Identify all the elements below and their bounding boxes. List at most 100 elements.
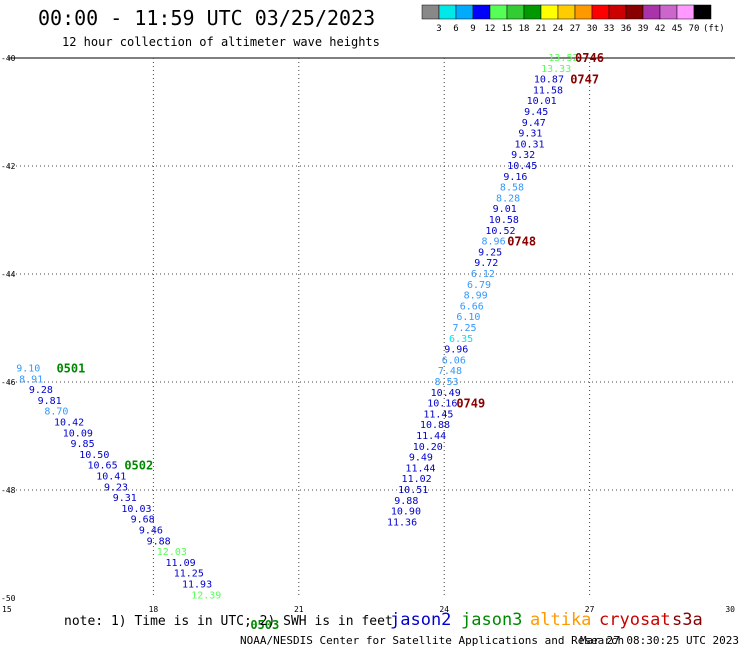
wave-height-point: 9.16 <box>503 172 527 183</box>
wave-height-point: 11.44 <box>416 431 446 442</box>
wave-height-point: 9.10 <box>16 364 40 375</box>
wave-height-point: 10.87 <box>534 75 564 86</box>
wave-height-point: 8.53 <box>435 377 459 388</box>
footer-note: note: 1) Time is in UTC; 2) SWH is in fe… <box>64 614 393 629</box>
color-scale-unit: (ft) <box>703 24 725 34</box>
pass-time-label: 0746 <box>575 51 604 65</box>
wave-height-point: 11.36 <box>387 517 417 528</box>
color-scale-swatch <box>523 4 542 20</box>
legend-altika: altika <box>530 610 591 630</box>
color-scale-swatch <box>540 4 559 20</box>
wave-height-point: 6.66 <box>460 301 484 312</box>
x-tick-label: 30 <box>725 605 735 614</box>
wave-height-point: 11.45 <box>423 409 453 420</box>
wave-height-point: 9.45 <box>524 107 548 118</box>
wave-height-point: 10.41 <box>96 472 126 483</box>
y-tick-label: -50 <box>1 594 16 603</box>
wave-height-point: 11.44 <box>405 463 435 474</box>
title-group: 00:00 - 11:59 UTC 03/25/2023 12 hour col… <box>38 6 380 49</box>
wave-height-point: 9.96 <box>444 345 468 356</box>
footer-timestamp: Mar 27 08:30:25 UTC 2023 <box>580 634 739 647</box>
footer: note: 1) Time is in UTC; 2) SWH is in fe… <box>64 610 739 647</box>
wave-height-point: 10.49 <box>431 388 461 399</box>
wave-height-point: 10.03 <box>121 504 151 515</box>
color-scale-label: 30 <box>587 24 598 34</box>
pass-time-labels: 0501 0502 0503 0746 0747 0748 0749 <box>56 51 603 632</box>
wave-height-point: 9.68 <box>131 515 155 526</box>
pass-time-label: 0502 <box>124 459 153 473</box>
footer-credit: NOAA/NESDIS Center for Satellite Applica… <box>240 634 624 647</box>
wave-height-point: 9.88 <box>147 536 171 547</box>
wave-height-point: 6.06 <box>442 355 466 366</box>
wave-height-point: 7.48 <box>438 366 462 377</box>
color-scale-swatch <box>574 4 593 20</box>
y-tick-label: -40 <box>1 54 16 63</box>
x-tick-labels: 15 18 21 24 27 30 <box>2 605 735 614</box>
pass-time-label: 0501 <box>56 362 85 376</box>
wave-height-point: 8.58 <box>500 183 524 194</box>
legend-jason2: jason2 <box>390 610 451 630</box>
wave-height-point: 11.02 <box>402 474 432 485</box>
color-scale-label: 15 <box>502 24 513 34</box>
wave-height-point: 13.52 <box>548 53 578 64</box>
wave-height-point: 10.51 <box>398 485 428 496</box>
wave-height-point: 9.81 <box>38 396 62 407</box>
x-tick-label: 15 <box>2 605 12 614</box>
y-tick-label: -42 <box>1 162 16 171</box>
pass-time-label: 0748 <box>507 235 536 249</box>
wave-height-point: 11.58 <box>533 85 563 96</box>
pass-time-label: 0749 <box>456 397 485 411</box>
wave-height-point: 6.35 <box>449 334 473 345</box>
color-scale-label: 18 <box>519 24 530 34</box>
wave-height-point: 9.88 <box>394 496 418 507</box>
legend-jason3: jason3 <box>461 610 522 630</box>
wave-height-point: 9.01 <box>493 204 517 215</box>
color-scale-label: 3 <box>436 24 441 34</box>
wave-height-labels: 9.108.919.289.818.7010.4210.099.8510.501… <box>16 53 578 601</box>
color-scale-swatch <box>608 4 627 20</box>
wave-height-point: 10.58 <box>489 215 519 226</box>
wave-height-point: 10.16 <box>427 399 457 410</box>
wave-height-point: 8.96 <box>482 237 506 248</box>
color-scale-legend: 3 6 9 12 15 18 21 24 27 30 33 36 39 42 45 70 (ft) <box>421 4 725 34</box>
wave-height-point: 8.99 <box>464 291 488 302</box>
color-scale-swatch <box>506 4 525 20</box>
pass-time-label: 0503 <box>250 618 279 632</box>
wave-height-point: 10.65 <box>87 461 117 472</box>
wave-height-point: 11.25 <box>174 569 204 580</box>
color-scale-swatch <box>625 4 644 20</box>
wave-height-point: 10.45 <box>507 161 537 172</box>
color-scale-swatch <box>642 4 661 20</box>
color-scale-swatch <box>472 4 491 20</box>
color-scale-label: 6 <box>453 24 458 34</box>
wave-height-point: 9.31 <box>518 129 542 140</box>
pass-time-label: 0747 <box>570 73 599 87</box>
color-scale-label: 36 <box>621 24 632 34</box>
color-scale-swatch <box>438 4 457 20</box>
wave-height-point: 9.47 <box>522 118 546 129</box>
wave-height-point: 9.49 <box>409 453 433 464</box>
wave-height-point: 10.01 <box>527 96 557 107</box>
wave-height-point: 9.32 <box>511 150 535 161</box>
y-tick-labels: -40 -42 -44 -46 -48 -50 <box>1 54 16 603</box>
gridlines <box>8 58 735 598</box>
wave-height-point: 11.93 <box>182 580 212 591</box>
color-scale-swatch <box>591 4 610 20</box>
wave-height-point: 9.28 <box>29 385 53 396</box>
wave-height-point: 10.20 <box>413 442 443 453</box>
chart-title: 00:00 - 11:59 UTC 03/25/2023 <box>38 6 375 30</box>
wave-height-point: 12.39 <box>191 590 221 601</box>
wave-height-point: 10.42 <box>54 418 84 429</box>
wave-height-point: 8.70 <box>44 407 68 418</box>
wave-height-point: 8.91 <box>19 374 43 385</box>
color-scale-swatch <box>676 4 695 20</box>
wave-height-point: 9.31 <box>113 493 137 504</box>
color-scale-label: 70 <box>689 24 700 34</box>
y-tick-label: -44 <box>1 270 16 279</box>
legend-cryosat: cryosat <box>599 610 671 630</box>
color-scale-label: 12 <box>485 24 496 34</box>
color-scale-swatch <box>421 4 440 20</box>
color-scale-label: 42 <box>655 24 666 34</box>
color-scale-label: 21 <box>536 24 547 34</box>
